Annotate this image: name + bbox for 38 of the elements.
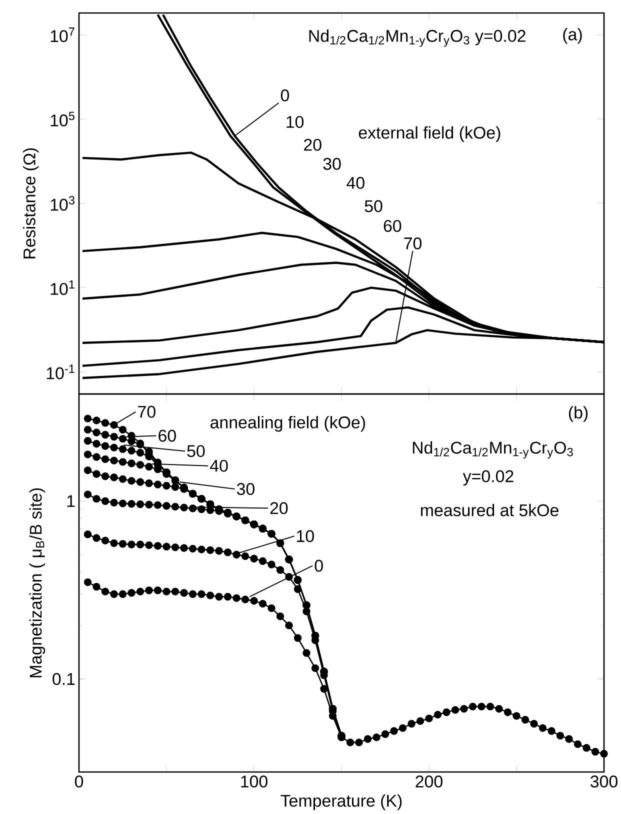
y-axis-title: Resistance (Ω): [22, 148, 39, 258]
y-tick-label: 10$^{3}$: [50, 196, 74, 211]
x-tick-label: 100: [241, 776, 268, 788]
y-tick-label: 0.1: [52, 672, 75, 685]
y-axis-title: Magnetization ( μ$_{B}$/B site): [29, 488, 46, 678]
annotation: 70: [404, 237, 422, 250]
annotation: 60: [158, 430, 176, 442]
y-tick-label: 1: [67, 495, 75, 507]
annotation: 40: [210, 460, 228, 472]
chart-title: Nd$_{1/2}$Ca$_{1/2}$Mn$_{1-y}$Cr$_{y}$O$_{3}$: [412, 441, 573, 459]
annotation: 10: [286, 116, 304, 128]
annotation: 0: [280, 89, 290, 102]
annotation: 20: [304, 138, 322, 151]
annotation: 30: [236, 483, 254, 496]
annotation: 30: [323, 158, 341, 170]
annotation: 60: [384, 220, 402, 232]
y-tick-label: 10$^{1}$: [50, 280, 74, 295]
annotation: y=0.02: [462, 470, 514, 486]
chart-title: Nd$_{1/2}$Ca$_{1/2}$Mn$_{1-y}$Cr$_{y}$O$_{3}$ y=0.02: [309, 29, 526, 47]
x-tick-label: 300: [590, 776, 618, 788]
annotation: external field (kOe): [358, 126, 500, 142]
y-tick-label: 10$^{-1}$: [46, 364, 74, 380]
annotation: 40: [346, 176, 364, 189]
annotation: 50: [364, 200, 382, 212]
x-tick-label: 0: [74, 776, 84, 788]
annotation: (b): [568, 406, 588, 422]
annotation: 0: [314, 560, 323, 572]
x-tick-label: 200: [416, 776, 442, 788]
annotation: 70: [138, 406, 156, 418]
annotation: annealing field (kOe): [210, 416, 365, 432]
annotation: 50: [187, 445, 205, 458]
y-tick-label: 10$^{5}$: [50, 112, 74, 126]
annotation: 10: [297, 530, 314, 542]
annotation: 20: [270, 502, 288, 514]
annotation: measured at 5kOe: [421, 504, 558, 516]
annotation: (a): [563, 28, 582, 44]
x-axis-title: Temperature (K): [280, 794, 402, 810]
y-tick-label: 10$^{7}$: [50, 28, 74, 42]
